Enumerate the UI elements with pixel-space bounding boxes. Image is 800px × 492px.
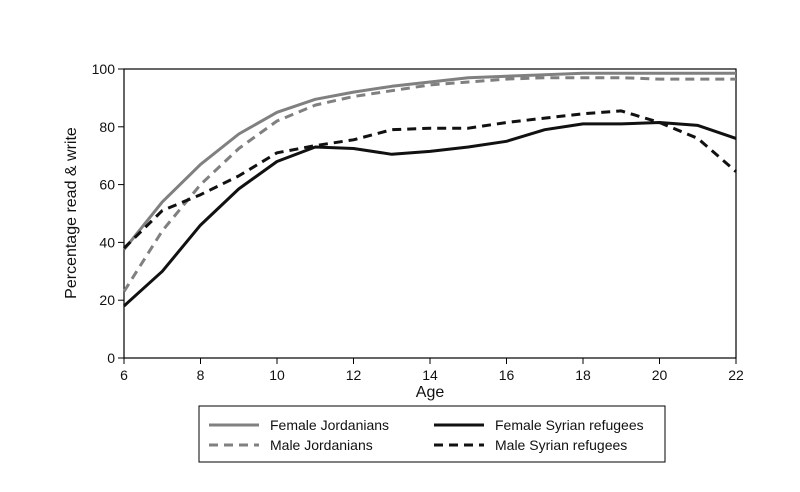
x-tick-label: 18 xyxy=(575,367,591,383)
x-tick-label: 6 xyxy=(120,367,128,383)
x-tick-label: 14 xyxy=(422,367,438,383)
series-line-female-syrian-refugees xyxy=(122,121,737,308)
series-line-male-jordanians xyxy=(122,76,736,293)
x-tick-label: 10 xyxy=(269,367,285,383)
y-tick-label: 20 xyxy=(99,292,115,308)
legend: Female Jordanians Female Syrian refugees M… xyxy=(209,417,644,453)
legend-label-male-jordanians: Male Jordanians xyxy=(270,437,373,453)
y-tick-label: 80 xyxy=(99,119,115,135)
x-axis: 6 8 10 12 14 16 18 20 22 xyxy=(120,358,744,383)
legend-box xyxy=(198,405,666,463)
plot-frame xyxy=(123,68,737,359)
x-tick-label: 22 xyxy=(728,367,744,383)
x-axis-label: Age xyxy=(416,384,445,401)
legend-label-male-syrian-refugees: Male Syrian refugees xyxy=(495,437,627,453)
series-line-male-syrian-refugees xyxy=(122,109,737,250)
x-tick-label: 8 xyxy=(197,367,205,383)
y-axis-label: Percentage read & write xyxy=(63,127,80,299)
y-tick-label: 60 xyxy=(99,177,115,193)
x-tick-label: 12 xyxy=(346,367,362,383)
series-line-female-jordanians xyxy=(122,71,736,251)
legend-label-female-syrian-refugees: Female Syrian refugees xyxy=(495,417,644,433)
y-axis: 0 20 40 60 80 100 xyxy=(92,61,124,366)
series-lines xyxy=(122,71,737,308)
x-tick-label: 20 xyxy=(652,367,668,383)
legend-label-female-jordanians: Female Jordanians xyxy=(270,417,389,433)
y-tick-label: 40 xyxy=(99,234,115,250)
y-tick-label: 100 xyxy=(92,61,116,77)
y-tick-label: 0 xyxy=(107,350,115,366)
x-tick-label: 16 xyxy=(499,367,515,383)
